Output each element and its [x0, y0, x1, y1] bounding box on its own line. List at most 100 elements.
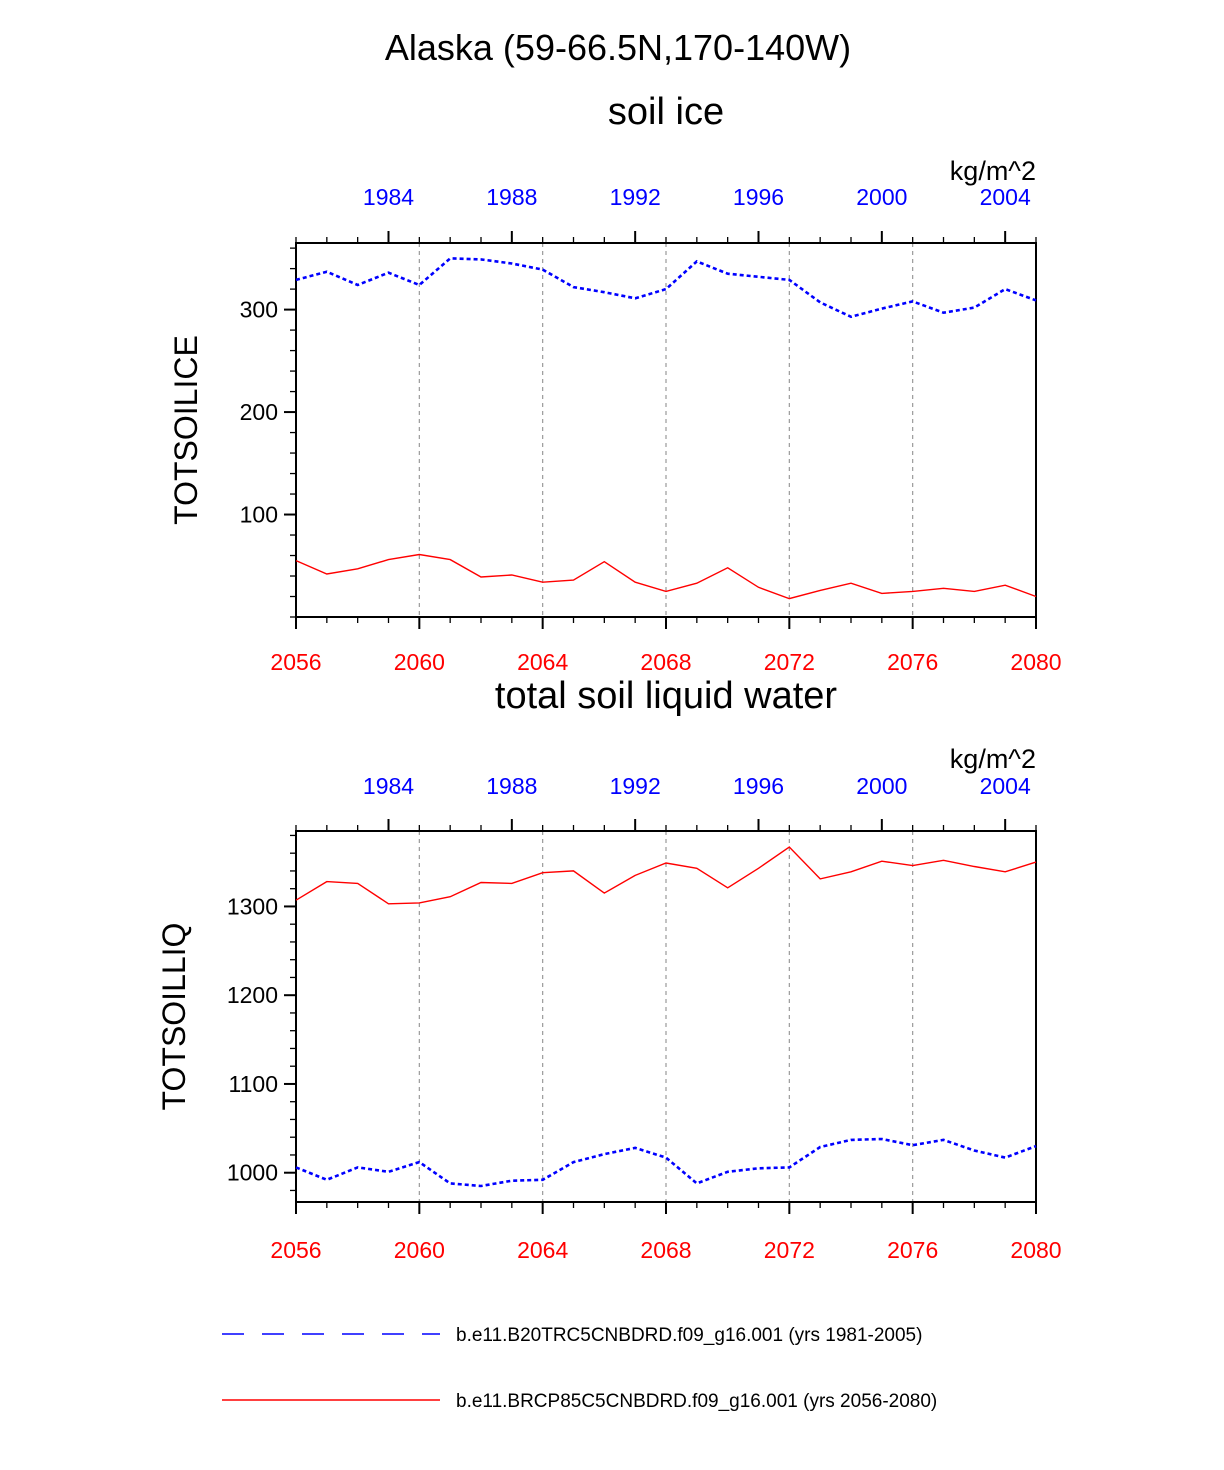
data-point: [942, 1139, 944, 1141]
y-axis-label: TOTSOILLIQ: [156, 923, 192, 1111]
data-point: [757, 867, 759, 869]
data-point: [757, 586, 759, 588]
historical-series-line: [295, 1137, 1037, 1188]
data-point: [511, 1180, 513, 1182]
data-point: [326, 271, 328, 273]
data-point: [634, 874, 636, 876]
data-point: [511, 882, 513, 884]
data-point: [850, 1139, 852, 1141]
data-point: [912, 590, 914, 592]
data-point: [387, 1171, 389, 1173]
data-point: [542, 1179, 544, 1181]
data-point: [942, 859, 944, 861]
data-point: [727, 887, 729, 889]
data-point: [973, 865, 975, 867]
y-axis-label: TOTSOILICE: [168, 335, 204, 525]
data-point: [1004, 584, 1006, 586]
data-point: [634, 297, 636, 299]
figure-title: Alaska (59-66.5N,170-140W): [385, 27, 851, 68]
data-point: [1004, 871, 1006, 873]
data-point: [819, 878, 821, 880]
data-point: [819, 1146, 821, 1148]
bottom-tick-label: 2072: [764, 649, 815, 675]
data-point: [1004, 1156, 1006, 1158]
data-point: [1035, 595, 1037, 597]
top-tick-label: 2000: [856, 773, 907, 799]
data-point: [757, 276, 759, 278]
data-point: [881, 307, 883, 309]
bottom-tick-label: 2068: [640, 649, 691, 675]
data-point: [973, 590, 975, 592]
future-series-line: [295, 846, 1037, 905]
chart-panel-1: soil ice kg/m^2 2056 2060 2064 2068 2072 2076 20…: [168, 91, 1062, 675]
y-tick-label: 200: [240, 399, 278, 425]
data-point: [572, 870, 574, 872]
data-point: [788, 846, 790, 848]
top-tick-label: 2004: [980, 184, 1031, 210]
top-tick-label: 1992: [610, 773, 661, 799]
data-point: [449, 257, 451, 259]
bottom-tick-label: 2076: [887, 1237, 938, 1263]
data-point: [788, 597, 790, 599]
data-point: [449, 896, 451, 898]
data-point: [449, 558, 451, 560]
data-point: [326, 1179, 328, 1181]
data-point: [480, 1185, 482, 1187]
y-tick-label: 300: [240, 297, 278, 323]
data-point: [912, 1144, 914, 1146]
units-label: kg/m^2: [950, 744, 1036, 774]
data-point: [418, 1161, 420, 1163]
bottom-tick-label: 2080: [1010, 649, 1061, 675]
data-point: [727, 567, 729, 569]
data-point: [326, 880, 328, 882]
data-point: [881, 1138, 883, 1140]
data-point: [757, 1167, 759, 1169]
top-tick-label: 1992: [610, 184, 661, 210]
data-point: [511, 262, 513, 264]
data-point: [387, 903, 389, 905]
data-point: [634, 1147, 636, 1149]
top-tick-label: 1996: [733, 184, 784, 210]
data-point: [511, 574, 513, 576]
top-tick-label: 1996: [733, 773, 784, 799]
bottom-tick-label: 2056: [270, 649, 321, 675]
data-point: [357, 1166, 359, 1168]
data-point: [819, 301, 821, 303]
data-point: [357, 882, 359, 884]
data-point: [603, 1153, 605, 1155]
data-point: [542, 268, 544, 270]
data-point: [788, 279, 790, 281]
y-tick-label: 1300: [227, 893, 278, 919]
data-point: [942, 312, 944, 314]
bottom-tick-label: 2080: [1010, 1237, 1061, 1263]
bottom-tick-label: 2072: [764, 1237, 815, 1263]
data-point: [449, 1182, 451, 1184]
data-point: [480, 258, 482, 260]
bottom-tick-label: 2076: [887, 649, 938, 675]
chart-title: soil ice: [608, 91, 724, 133]
data-point: [572, 1161, 574, 1163]
data-point: [973, 306, 975, 308]
data-point: [912, 864, 914, 866]
data-point: [665, 862, 667, 864]
data-point: [696, 582, 698, 584]
data-point: [788, 1166, 790, 1168]
data-point: [387, 272, 389, 274]
data-point: [357, 284, 359, 286]
chart-title: total soil liquid water: [495, 675, 838, 717]
data-point: [1004, 288, 1006, 290]
top-tick-label: 2000: [856, 184, 907, 210]
data-point: [603, 291, 605, 293]
bottom-tick-label: 2060: [394, 649, 445, 675]
future-series-line: [295, 553, 1037, 600]
legend: b.e11.B20TRC5CNBDRD.f09_g16.001 (yrs 198…: [222, 1325, 937, 1412]
data-point: [418, 902, 420, 904]
data-point: [357, 568, 359, 570]
top-tick-label: 1984: [363, 184, 414, 210]
data-point: [665, 1156, 667, 1158]
bottom-tick-label: 2068: [640, 1237, 691, 1263]
data-point: [850, 871, 852, 873]
data-point: [603, 892, 605, 894]
bottom-tick-label: 2064: [517, 649, 568, 675]
